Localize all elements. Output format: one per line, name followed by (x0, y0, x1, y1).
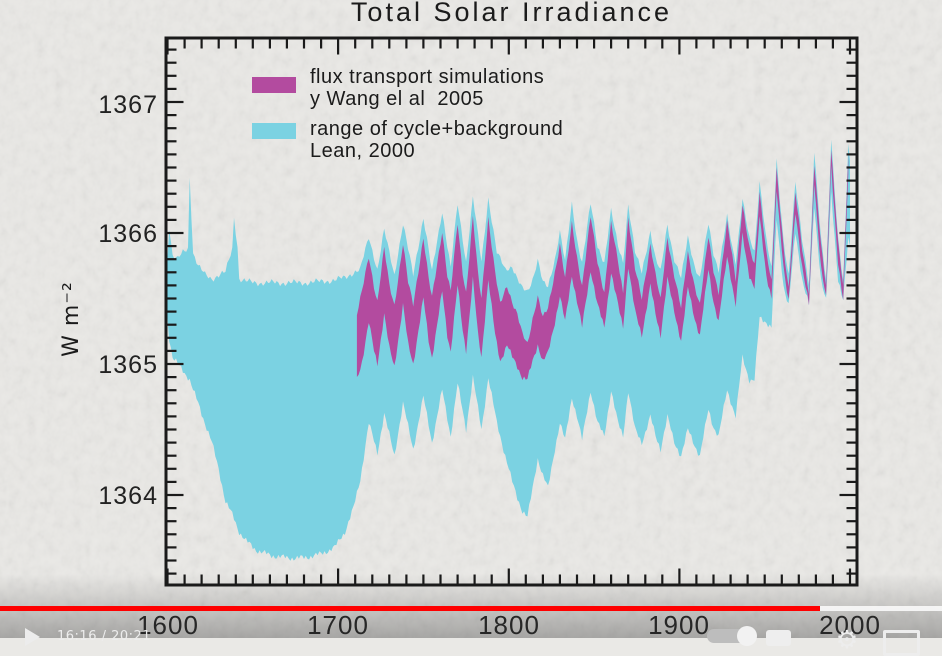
x-tick-label-1700: 1700 (307, 610, 369, 640)
legend-entry-range: range of cycle+background Lean, 2000 (252, 118, 563, 162)
progress-bar-remaining[interactable] (820, 606, 942, 611)
miniplayer-button[interactable] (883, 630, 920, 656)
y-tick-label-1367: 1367 (98, 91, 158, 119)
plot-frame (164, 36, 859, 587)
y-tick-label-1364: 1364 (98, 482, 158, 510)
y-axis-ticks (167, 48, 856, 575)
legend-label-range-line2: Lean, 2000 (310, 140, 416, 162)
y-tick-label-1366: 1366 (98, 220, 158, 248)
play-button[interactable] (25, 628, 40, 646)
magenta-band-area (356, 150, 849, 381)
x-axis-ticks (166, 39, 852, 584)
x-tick-label-1900: 1900 (648, 610, 710, 640)
autoplay-toggle-knob-icon (737, 626, 757, 646)
autoplay-toggle[interactable] (707, 626, 757, 646)
cyan-band-area (167, 139, 850, 561)
legend-swatch-flux (252, 77, 296, 93)
legend-label-flux-line1: flux transport simulations (310, 66, 545, 88)
progress-bar-played[interactable] (0, 606, 820, 611)
legend-label-range-line1: range of cycle+background (310, 118, 564, 140)
chart-title: Total Solar Irradiance (350, 0, 673, 27)
time-display: 16:16 / 20:21 (57, 629, 152, 644)
x-tick-label-2000: 2000 (819, 610, 881, 640)
legend-entry-flux: flux transport simulations y Wang el al … (252, 66, 544, 110)
settings-gear-icon[interactable]: ⚙ (835, 625, 859, 654)
x-tick-label-1600: 1600 (137, 610, 199, 640)
chart-plot (164, 36, 859, 587)
progress-bar[interactable] (0, 606, 942, 611)
subtitles-button[interactable] (766, 630, 791, 646)
x-tick-label-1800: 1800 (478, 610, 540, 640)
legend-label-flux-line2: y Wang el al 2005 (310, 88, 484, 110)
y-tick-label-1365: 1365 (98, 351, 158, 379)
legend-swatch-range (252, 123, 296, 139)
